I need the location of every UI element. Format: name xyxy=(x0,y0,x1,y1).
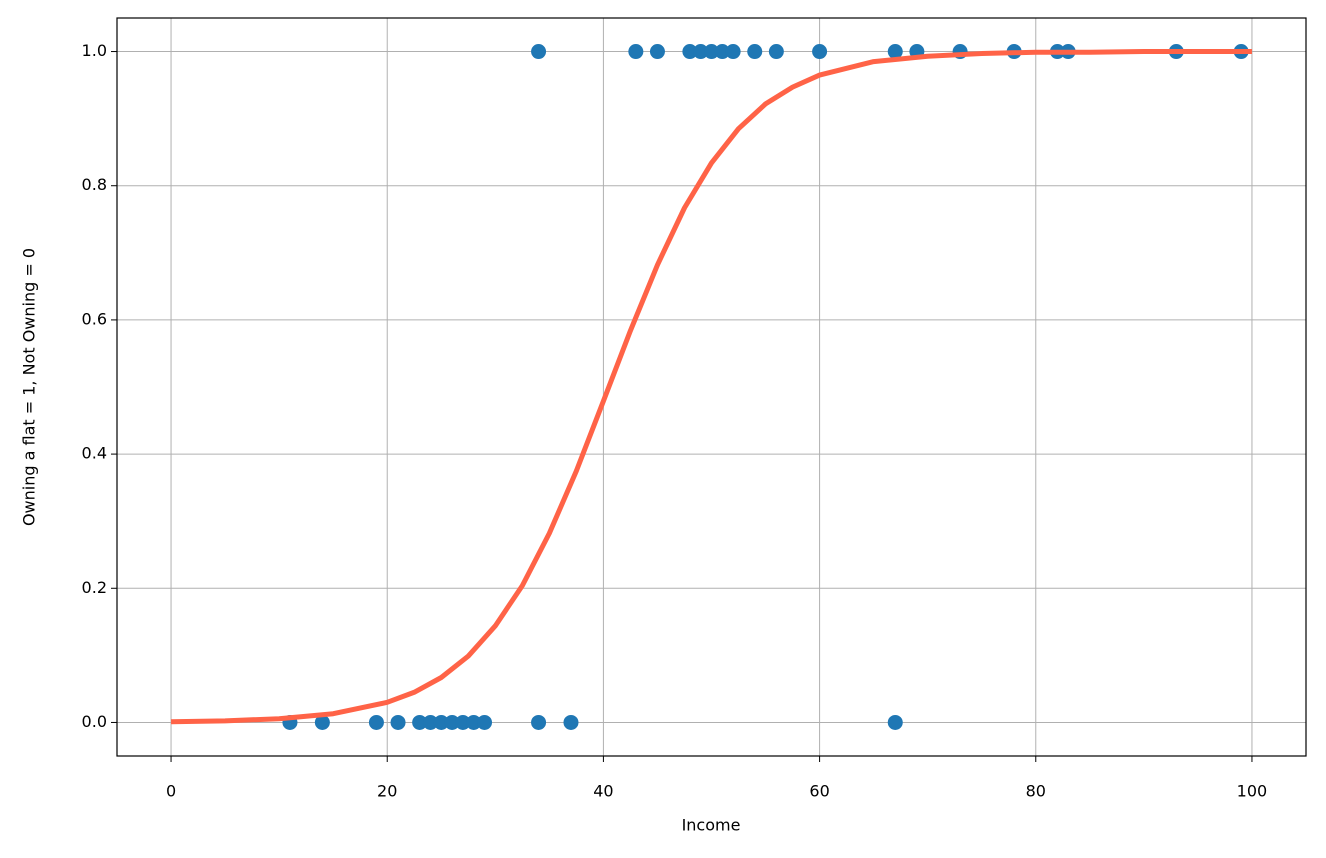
scatter-point xyxy=(563,714,579,730)
y-tick-label: 0.2 xyxy=(82,578,107,597)
scatter-point xyxy=(693,44,709,60)
scatter-point xyxy=(455,714,471,730)
scatter-point xyxy=(531,44,547,60)
scatter-point xyxy=(412,714,428,730)
x-tick-label: 100 xyxy=(1237,782,1268,801)
scatter-point xyxy=(433,714,449,730)
scatter-point xyxy=(887,44,903,60)
x-tick-label: 80 xyxy=(1026,782,1046,801)
scatter-point xyxy=(725,44,741,60)
scatter-point xyxy=(368,714,384,730)
x-tick-label: 20 xyxy=(377,782,397,801)
scatter-point xyxy=(314,714,330,730)
scatter-point xyxy=(444,714,460,730)
y-tick-label: 0.8 xyxy=(82,175,107,194)
scatter-point xyxy=(768,44,784,60)
scatter-point xyxy=(628,44,644,60)
scatter-point xyxy=(704,44,719,60)
y-axis-label: Owning a flat = 1, Not Owning = 0 xyxy=(20,248,39,526)
y-tick-label: 1.0 xyxy=(82,41,107,60)
scatter-point xyxy=(812,44,828,60)
scatter-point xyxy=(682,44,698,60)
scatter-point xyxy=(422,714,438,730)
scatter-point xyxy=(714,44,730,60)
scatter-point xyxy=(466,714,482,730)
scatter-point xyxy=(531,714,547,730)
fit-line xyxy=(171,49,1252,725)
x-tick-label: 0 xyxy=(166,782,176,801)
y-tick-label: 0.4 xyxy=(82,444,107,463)
y-tick-label: 0.6 xyxy=(82,309,107,328)
x-tick-label: 40 xyxy=(593,782,613,801)
scatter-point xyxy=(649,44,665,60)
scatter-point xyxy=(887,714,903,730)
x-axis-label: Income xyxy=(682,816,741,835)
scatter-point xyxy=(477,714,493,730)
plot-frame xyxy=(116,17,1307,757)
y-tick-label: 0.0 xyxy=(82,712,107,731)
scatter-point xyxy=(747,44,763,60)
scatter-point xyxy=(390,714,406,730)
x-tick-label: 60 xyxy=(809,782,829,801)
